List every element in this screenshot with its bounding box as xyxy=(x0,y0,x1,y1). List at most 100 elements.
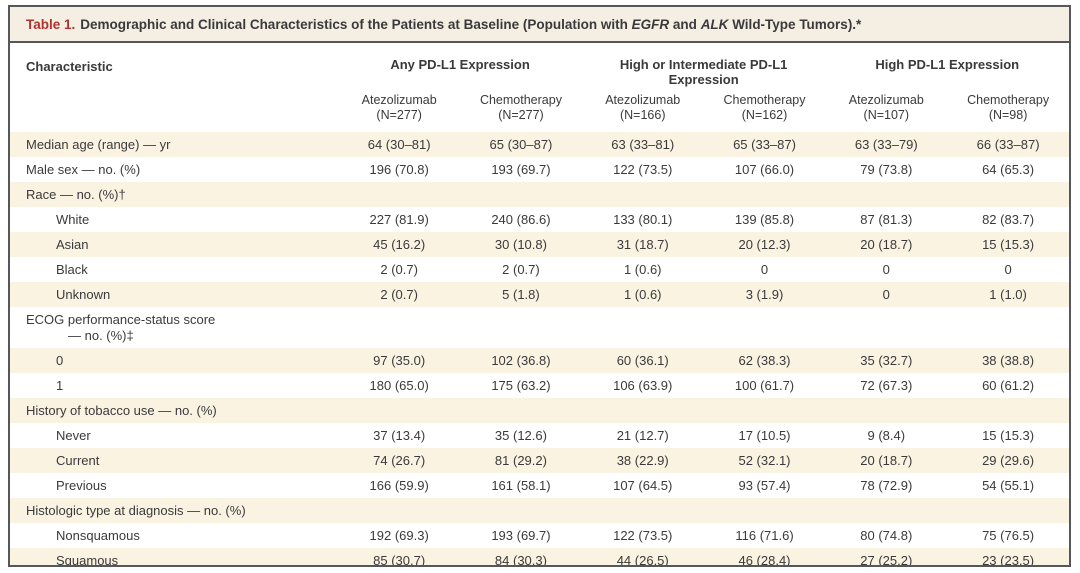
sample-size: (N=277) xyxy=(498,108,544,122)
cell-value: 93 (57.4) xyxy=(738,477,791,493)
cell-value: 227 (81.9) xyxy=(369,211,429,227)
cell-value: 107 (64.5) xyxy=(613,477,673,493)
cell-value: 23 (23.5) xyxy=(982,552,1035,567)
table-row: History of tobacco use — no. (%) xyxy=(10,398,1069,423)
cell-value: 106 (63.9) xyxy=(613,377,673,393)
cell-value xyxy=(947,182,1069,207)
table-number-label: Table 1. xyxy=(26,17,76,32)
cell-value: 63 (33–81) xyxy=(611,136,675,152)
cell-value xyxy=(460,498,582,523)
cell-value: 29 (29.6) xyxy=(982,452,1035,468)
cell-value: 80 (74.8) xyxy=(860,527,913,543)
row-label: Previous xyxy=(10,473,338,498)
cell-value xyxy=(582,182,704,207)
cell-value xyxy=(825,498,947,523)
cell-value: 74 (26.7) xyxy=(373,452,426,468)
table-row: 0 97 (35.0) 102 (36.8) 60 (36.1) 62 (38.3) 35… xyxy=(10,348,1069,373)
row-label-subtext: — no. (%)‡ xyxy=(68,327,134,343)
row-label: Asian xyxy=(10,232,338,257)
cell-value: 193 (69.7) xyxy=(491,527,551,543)
cell-value: 15 (15.3) xyxy=(982,427,1035,443)
row-label: Histologic type at diagnosis — no. (%) xyxy=(10,498,338,523)
cell-value xyxy=(582,307,704,348)
cell-value: 0 xyxy=(882,261,890,277)
row-label-text: Histologic type at diagnosis — no. (%) xyxy=(26,502,246,518)
row-label-text: Asian xyxy=(56,236,89,252)
cell-value xyxy=(704,498,826,523)
cell-value: 100 (61.7) xyxy=(734,377,795,393)
treatment-column-header: Chemotherapy (N=98) xyxy=(947,89,1069,132)
treatment-column-header: Atezolizumab (N=277) xyxy=(338,89,460,132)
cell-value: 60 (36.1) xyxy=(616,352,669,368)
treatment-column-header: Chemotherapy (N=162) xyxy=(704,89,826,132)
column-group-header: Any PD-L1 Expression xyxy=(390,57,530,72)
sample-size: (N=107) xyxy=(863,108,910,122)
table-row: Previous 166 (59.9) 161 (58.1) 107 (64.5) 93… xyxy=(10,473,1069,498)
cell-value: 0 xyxy=(1004,261,1012,277)
cell-value: 1 (1.0) xyxy=(989,286,1027,302)
table-row: Race — no. (%)† xyxy=(10,182,1069,207)
cell-value: 21 (12.7) xyxy=(616,427,669,443)
cell-value xyxy=(460,398,582,423)
row-label: 1 xyxy=(10,373,338,398)
characteristics-table: Characteristic Any PD-L1 Expression High o… xyxy=(10,43,1069,567)
cell-value xyxy=(825,307,947,348)
cell-value: 84 (30.3) xyxy=(494,552,547,567)
treatment-name: Atezolizumab xyxy=(605,93,681,107)
treatment-name: Chemotherapy xyxy=(479,93,562,107)
cell-value: 38 (22.9) xyxy=(616,452,669,468)
table-row: Current 74 (26.7) 81 (29.2) 38 (22.9) 52 (32… xyxy=(10,448,1069,473)
row-label-text: Median age (range) — yr xyxy=(26,136,171,152)
cell-value: 78 (72.9) xyxy=(860,477,913,493)
cell-value: 5 (1.8) xyxy=(502,286,540,302)
cell-value: 30 (10.8) xyxy=(494,236,547,252)
cell-value: 1 (0.6) xyxy=(623,286,662,302)
cell-value: 133 (80.1) xyxy=(613,211,673,227)
cell-value: 161 (58.1) xyxy=(491,477,551,493)
table-row: Black 2 (0.7) 2 (0.7) 1 (0.6) 0 0 0 xyxy=(10,257,1069,282)
cell-value: 75 (76.5) xyxy=(982,527,1035,543)
row-label: 0 xyxy=(10,348,338,373)
cell-value xyxy=(338,498,460,523)
cell-value: 240 (86.6) xyxy=(491,211,551,227)
row-label: Male sex — no. (%) xyxy=(10,157,338,182)
cell-value: 0 xyxy=(760,261,769,277)
cell-value: 60 (61.2) xyxy=(982,377,1035,393)
cell-value: 85 (30.7) xyxy=(373,552,426,567)
row-label-text: Unknown xyxy=(56,286,111,302)
table-row: Nonsquamous 192 (69.3) 193 (69.7) 122 (73.5… xyxy=(10,523,1069,548)
cell-value: 122 (73.5) xyxy=(613,527,673,543)
cell-value xyxy=(460,182,582,207)
cell-value: 2 (0.7) xyxy=(502,261,540,277)
row-label-text: Male sex — no. (%) xyxy=(26,161,141,177)
cell-value: 63 (33–79) xyxy=(854,136,918,152)
cell-value: 35 (12.6) xyxy=(494,427,547,443)
cell-value: 2 (0.7) xyxy=(380,261,418,277)
treatment-name: Chemotherapy xyxy=(967,93,1050,107)
cell-value: 15 (15.3) xyxy=(982,236,1035,252)
sample-size: (N=166) xyxy=(619,108,666,122)
sample-size: (N=277) xyxy=(376,108,422,122)
cell-value: 97 (35.0) xyxy=(373,352,426,368)
cell-value: 52 (32.1) xyxy=(738,452,791,468)
cell-value: 65 (30–87) xyxy=(489,136,553,152)
row-label-text: Squamous xyxy=(56,552,119,567)
cell-value xyxy=(338,398,460,423)
row-label: Nonsquamous xyxy=(10,523,338,548)
cell-value: 87 (81.3) xyxy=(860,211,913,227)
cell-value: 82 (83.7) xyxy=(982,211,1035,227)
row-label-text: Nonsquamous xyxy=(56,527,140,543)
cell-value: 31 (18.7) xyxy=(616,236,669,252)
row-label: Race — no. (%)† xyxy=(10,182,338,207)
group-header-row: Characteristic Any PD-L1 Expression High o… xyxy=(10,43,1069,89)
cell-value: 64 (30–81) xyxy=(367,136,431,152)
cell-value: 54 (55.1) xyxy=(982,477,1035,493)
row-label: Never xyxy=(10,423,338,448)
cell-value xyxy=(825,182,947,207)
treatment-column-header: Atezolizumab (N=107) xyxy=(825,89,947,132)
cell-value xyxy=(704,307,826,348)
gene-name-italic: ALK xyxy=(700,17,729,32)
cell-value: 81 (29.2) xyxy=(494,452,547,468)
cell-value: 139 (85.8) xyxy=(734,211,795,227)
cell-value xyxy=(704,398,826,423)
